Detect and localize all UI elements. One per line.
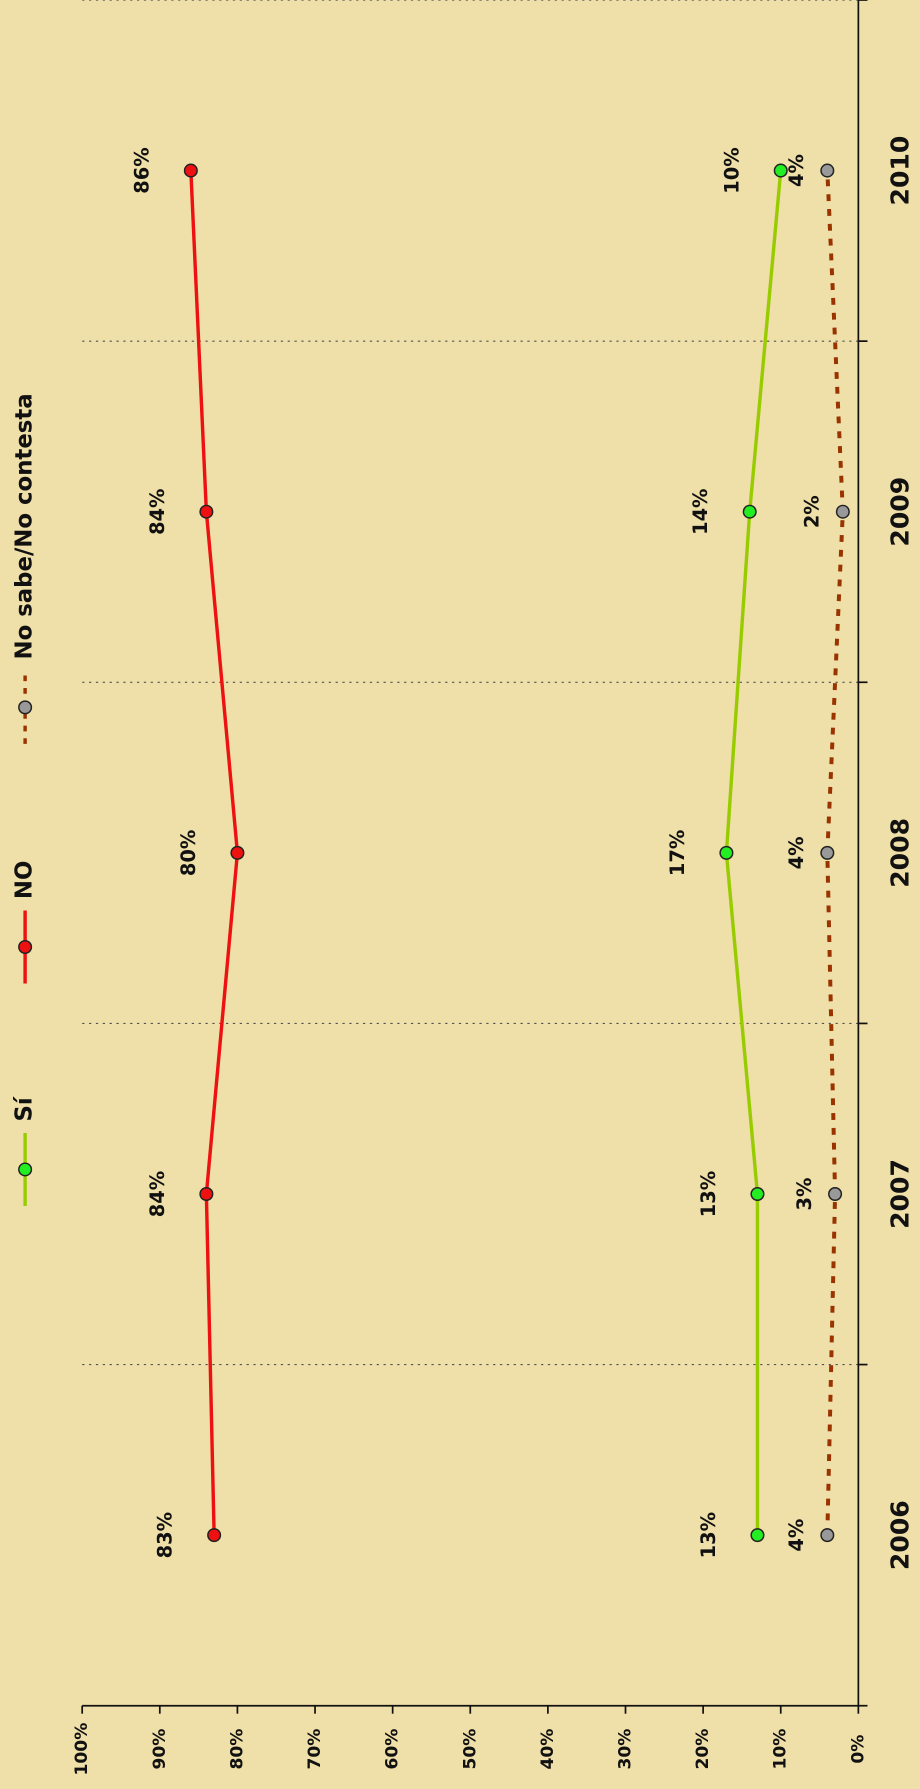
- y-tick-label: 100%: [72, 1723, 92, 1776]
- marker: [742, 504, 757, 519]
- data-label: 86%: [130, 147, 153, 193]
- y-tick-label: 20%: [693, 1729, 713, 1770]
- data-label: 3%: [793, 1178, 816, 1211]
- marker: [820, 845, 835, 860]
- data-label: 83%: [154, 1512, 177, 1558]
- y-tick-label: 60%: [383, 1729, 403, 1770]
- marker: [773, 163, 788, 178]
- data-label: 2%: [801, 495, 824, 528]
- data-label: 4%: [785, 836, 808, 869]
- legend-label: Sí: [12, 1096, 38, 1121]
- marker: [820, 163, 835, 178]
- legend-marker: [18, 1162, 33, 1177]
- y-tick-label: 90%: [150, 1729, 170, 1770]
- marker: [719, 845, 734, 860]
- marker: [828, 1186, 843, 1202]
- x-tick-label: 2007: [886, 1159, 915, 1229]
- marker: [820, 1528, 835, 1543]
- marker: [750, 1186, 765, 1202]
- x-tick-label: 2006: [886, 1500, 915, 1570]
- y-tick-label: 10%: [771, 1729, 791, 1770]
- legend-label: No sabe/No contesta: [12, 393, 38, 659]
- x-tick-label: 2009: [886, 477, 915, 547]
- marker: [199, 1186, 214, 1202]
- data-label: 4%: [785, 1519, 808, 1552]
- data-label: 10%: [720, 147, 743, 193]
- marker: [750, 1528, 765, 1543]
- marker: [207, 1528, 222, 1543]
- x-tick-label: 2010: [886, 136, 915, 206]
- data-label: 17%: [666, 830, 689, 876]
- data-label: 4%: [785, 154, 808, 187]
- data-label: 13%: [697, 1512, 720, 1558]
- y-tick-label: 40%: [538, 1729, 558, 1770]
- legend-label: NO: [12, 861, 38, 899]
- y-tick-label: 80%: [227, 1729, 247, 1770]
- data-label: 84%: [146, 489, 169, 535]
- marker: [230, 845, 245, 860]
- legend-marker: [18, 939, 33, 955]
- marker: [199, 504, 214, 519]
- x-tick-label: 2008: [886, 818, 915, 888]
- data-label: 13%: [697, 1171, 720, 1217]
- data-label: 84%: [146, 1171, 169, 1217]
- data-label: 14%: [689, 489, 712, 535]
- marker: [835, 504, 850, 519]
- legend-marker: [18, 700, 33, 715]
- marker: [183, 163, 198, 178]
- y-tick-label: 0%: [848, 1735, 868, 1764]
- y-tick-label: 50%: [460, 1729, 480, 1770]
- y-tick-label: 30%: [616, 1729, 636, 1770]
- data-label: 80%: [177, 830, 200, 876]
- y-tick-label: 70%: [305, 1729, 325, 1770]
